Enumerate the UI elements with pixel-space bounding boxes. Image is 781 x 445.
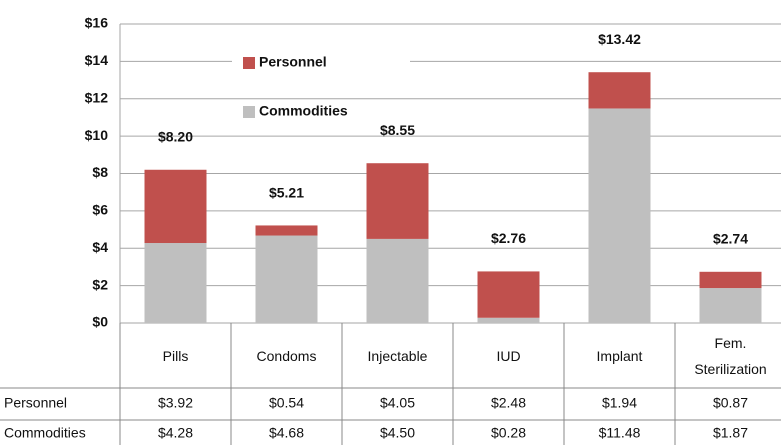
table-value: $0.87 xyxy=(713,395,748,411)
table-value: $2.48 xyxy=(491,395,526,411)
bar-segment xyxy=(699,271,762,289)
table-value: $3.92 xyxy=(158,395,193,411)
table-value: $1.94 xyxy=(602,395,637,411)
bar-segment xyxy=(144,169,207,244)
y-tick-label: $0 xyxy=(92,314,108,330)
category-label: Condoms xyxy=(256,347,317,364)
category-label: Implant xyxy=(596,347,643,364)
category-label: Fem. Sterilization xyxy=(694,334,767,377)
total-label: $8.55 xyxy=(380,122,415,138)
table-value: $4.28 xyxy=(158,425,193,441)
table-value: $4.50 xyxy=(380,425,415,441)
bar-segment xyxy=(366,163,429,239)
bar-segment xyxy=(588,72,651,109)
y-tick-label: $6 xyxy=(92,202,108,218)
total-label: $2.74 xyxy=(713,230,748,246)
bar-segment xyxy=(366,238,429,323)
legend-label: Commodities xyxy=(259,103,348,119)
bar-segment xyxy=(477,271,540,318)
row-header: Commodities xyxy=(4,425,86,441)
y-tick-label: $4 xyxy=(92,239,108,255)
total-label: $8.20 xyxy=(158,128,193,144)
bar-segment xyxy=(699,288,762,323)
total-label: $2.76 xyxy=(491,230,526,246)
category-label: IUD xyxy=(496,347,521,364)
y-tick-label: $14 xyxy=(85,52,109,68)
legend-swatch xyxy=(243,106,255,118)
legend-swatch xyxy=(243,57,255,69)
bar-segment xyxy=(255,225,318,236)
legend-bg xyxy=(232,100,410,124)
table-value: $4.68 xyxy=(269,425,304,441)
row-header: Personnel xyxy=(4,395,67,411)
table-value: $11.48 xyxy=(599,425,641,441)
y-tick-label: $12 xyxy=(85,89,109,105)
table-value: $4.05 xyxy=(380,395,415,411)
legend-bg xyxy=(232,51,410,75)
bar-segment xyxy=(588,108,651,323)
table-value: $0.54 xyxy=(269,395,304,411)
y-tick-label: $10 xyxy=(85,127,109,143)
bar-segment xyxy=(477,317,540,323)
y-tick-label: $16 xyxy=(85,15,109,31)
total-label: $5.21 xyxy=(269,184,304,200)
table-value: $0.28 xyxy=(491,425,526,441)
bar-segment xyxy=(144,243,207,323)
category-label: Pills xyxy=(162,347,189,364)
category-label: Injectable xyxy=(367,347,428,364)
table-value: $1.87 xyxy=(713,425,748,441)
y-tick-label: $2 xyxy=(92,276,108,292)
total-label: $13.42 xyxy=(598,31,641,47)
y-tick-label: $8 xyxy=(92,164,108,180)
bar-segment xyxy=(255,235,318,323)
legend-label: Personnel xyxy=(259,54,327,70)
